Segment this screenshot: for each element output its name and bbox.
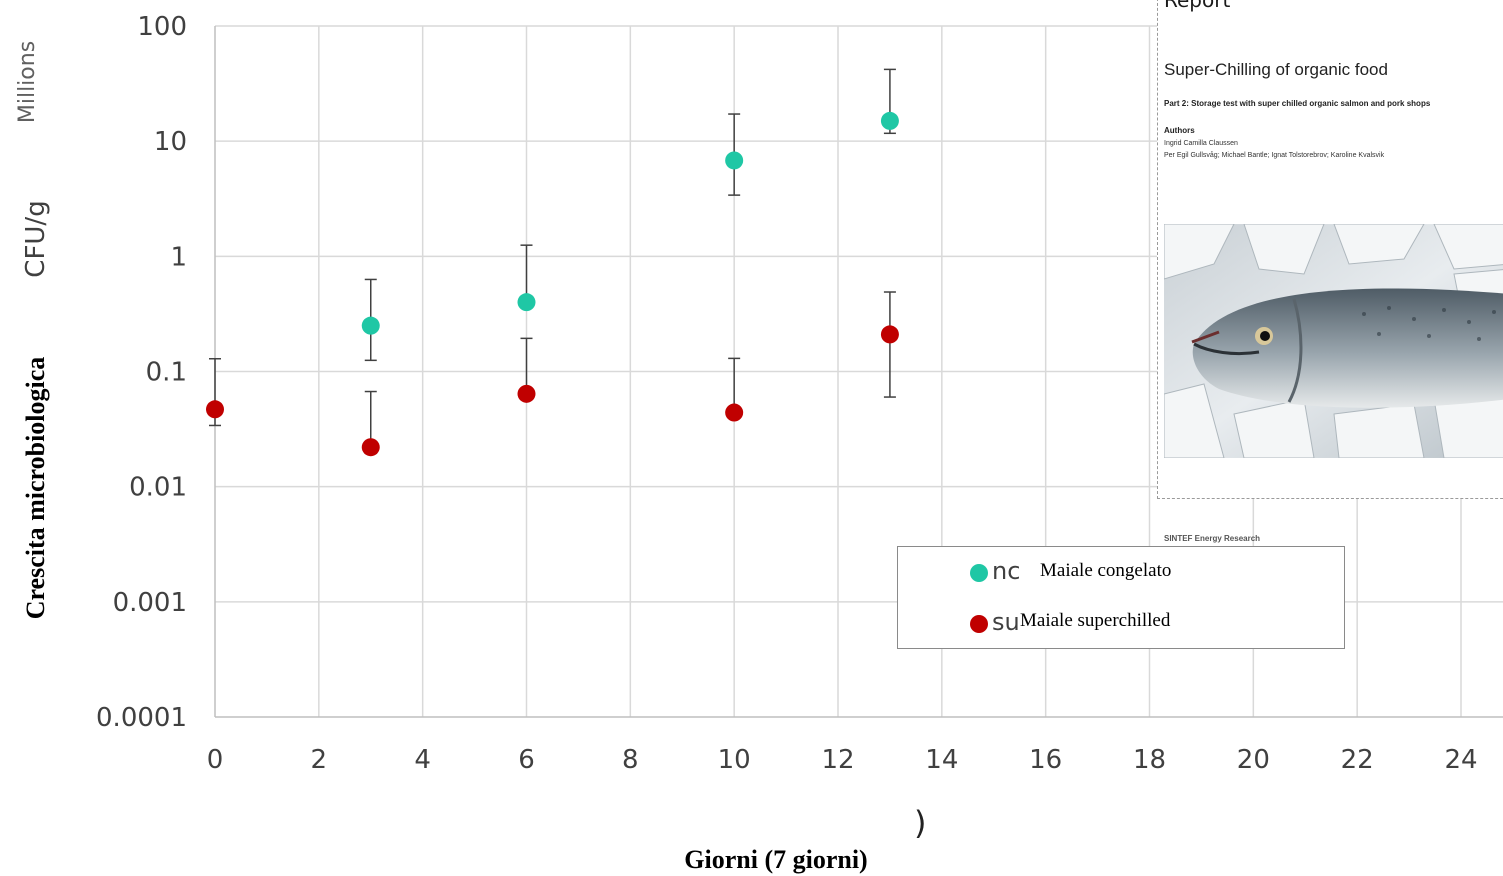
x-tick-label: 22 — [1341, 745, 1374, 775]
point-maiale-superchilled — [880, 325, 899, 344]
y-tick-label: 0.1 — [146, 358, 187, 388]
x-tick-label: 4 — [414, 745, 431, 775]
y-tick-label: 10 — [154, 127, 187, 157]
x-tick-label: 0 — [207, 745, 224, 775]
y-tick-label: 0.0001 — [96, 703, 187, 733]
legend-label-congelato: Maiale congelato — [1038, 556, 1174, 586]
x-tick-label: 12 — [821, 745, 854, 775]
point-maiale-superchilled — [517, 384, 536, 403]
x-tick-label: 20 — [1237, 745, 1270, 775]
x-tick-label: 6 — [518, 745, 535, 775]
x-tick-label: 18 — [1133, 745, 1166, 775]
legend-marker-superchilled — [970, 615, 988, 633]
x-axis-label: Giorni (7 giorni) — [684, 845, 867, 874]
point-maiale-congelato — [725, 151, 744, 170]
salmon-on-ice-photo — [1164, 224, 1503, 458]
y-tick-label: 100 — [137, 12, 187, 42]
legend-stub-congelato: nc — [992, 557, 1021, 585]
x-tick-labels: 0 2 4 6 8 10 12 14 16 18 20 22 24 — [207, 745, 1478, 775]
y-tick-label: 0.001 — [113, 588, 187, 618]
data-points — [206, 111, 899, 457]
point-maiale-congelato — [517, 293, 536, 312]
legend-stub-superchilled: su — [992, 608, 1020, 636]
x-tick-label: 2 — [311, 745, 328, 775]
report-title: Report — [1164, 0, 1231, 12]
y-axis-multiplier: Millions — [15, 41, 40, 123]
x-tick-label: 10 — [718, 745, 751, 775]
report-heading: Super-Chilling of organic food — [1164, 60, 1388, 79]
report-author-line: Ingrid Camilla Claussen — [1164, 140, 1238, 147]
report-authors-label: Authors — [1164, 126, 1195, 135]
y-tick-label: 0.01 — [129, 473, 187, 503]
x-tick-label: 16 — [1029, 745, 1062, 775]
x-tick-label: 14 — [925, 745, 958, 775]
report-author-line: Per Egil Gullsvåg; Michael Bantle; Ignat… — [1164, 152, 1385, 159]
x-tick-label: 24 — [1444, 745, 1477, 775]
x-tick-label: 8 — [622, 745, 639, 775]
legend: nc Maiale congelato su Maiale superchill… — [897, 546, 1345, 649]
report-subtitle: Part 2: Storage test with super chilled … — [1164, 99, 1431, 108]
error-bars — [209, 68, 896, 448]
stray-parenthesis: ) — [914, 804, 927, 842]
point-maiale-superchilled — [206, 400, 224, 419]
point-maiale-congelato — [880, 111, 899, 130]
report-cover-overlay: Report Super-Chilling of organic food Pa… — [1157, 0, 1503, 543]
y-tick-labels: 0.0001 0.001 0.01 0.1 1 10 100 — [96, 12, 187, 733]
legend-label-superchilled: Maiale superchilled — [1018, 606, 1271, 636]
point-maiale-congelato — [361, 316, 380, 335]
point-maiale-superchilled — [361, 438, 380, 457]
legend-marker-congelato — [970, 564, 988, 582]
report-organization: SINTEF Energy Research — [1164, 534, 1261, 543]
y-axis-label: Crescita microbiologica — [21, 357, 50, 620]
point-maiale-superchilled — [725, 403, 744, 422]
y-axis-unit: CFU/g — [21, 200, 51, 277]
y-tick-label: 1 — [170, 242, 187, 272]
